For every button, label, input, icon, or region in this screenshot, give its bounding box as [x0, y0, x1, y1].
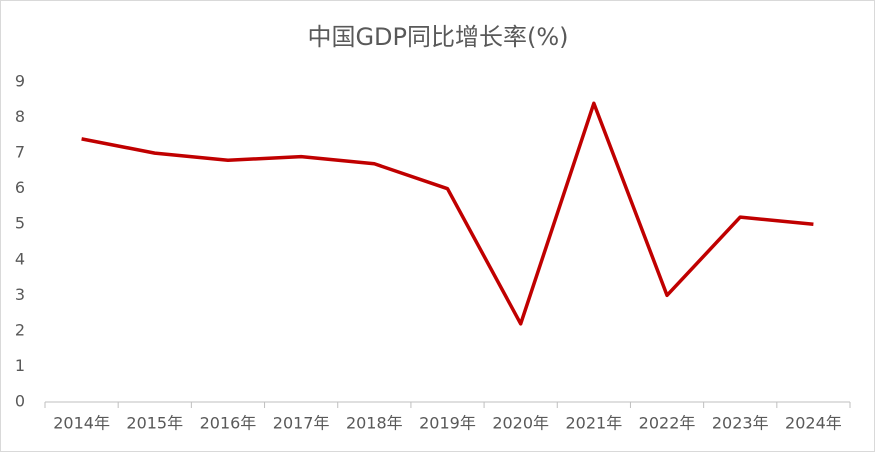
y-tick-label: 3 — [15, 285, 25, 304]
y-tick-label: 5 — [15, 214, 25, 233]
x-tick-label: 2014年 — [53, 414, 110, 433]
x-tick-label: 2019年 — [419, 414, 476, 433]
x-tick-label: 2023年 — [712, 414, 769, 433]
y-tick-label: 9 — [15, 72, 25, 91]
data-line — [81, 101, 814, 326]
x-tick-label: 2022年 — [639, 414, 696, 433]
y-tick-label: 1 — [15, 356, 25, 375]
x-tick-label: 2015年 — [126, 414, 183, 433]
x-tick-label: 2017年 — [273, 414, 330, 433]
y-tick-label: 7 — [15, 143, 25, 162]
x-tick-label: 2024年 — [785, 414, 842, 433]
chart-title: 中国GDP同比增长率(%) — [307, 23, 568, 51]
x-tick-label: 2018年 — [346, 414, 403, 433]
y-tick-label: 0 — [15, 392, 25, 411]
x-tick-label: 2020年 — [492, 414, 549, 433]
y-tick-label: 4 — [15, 249, 25, 268]
x-tick-label: 2016年 — [200, 414, 257, 433]
y-tick-label: 2 — [15, 320, 25, 339]
x-tick-label: 2021年 — [565, 414, 622, 433]
y-tick-label: 6 — [15, 178, 25, 197]
y-tick-label: 8 — [15, 107, 25, 126]
